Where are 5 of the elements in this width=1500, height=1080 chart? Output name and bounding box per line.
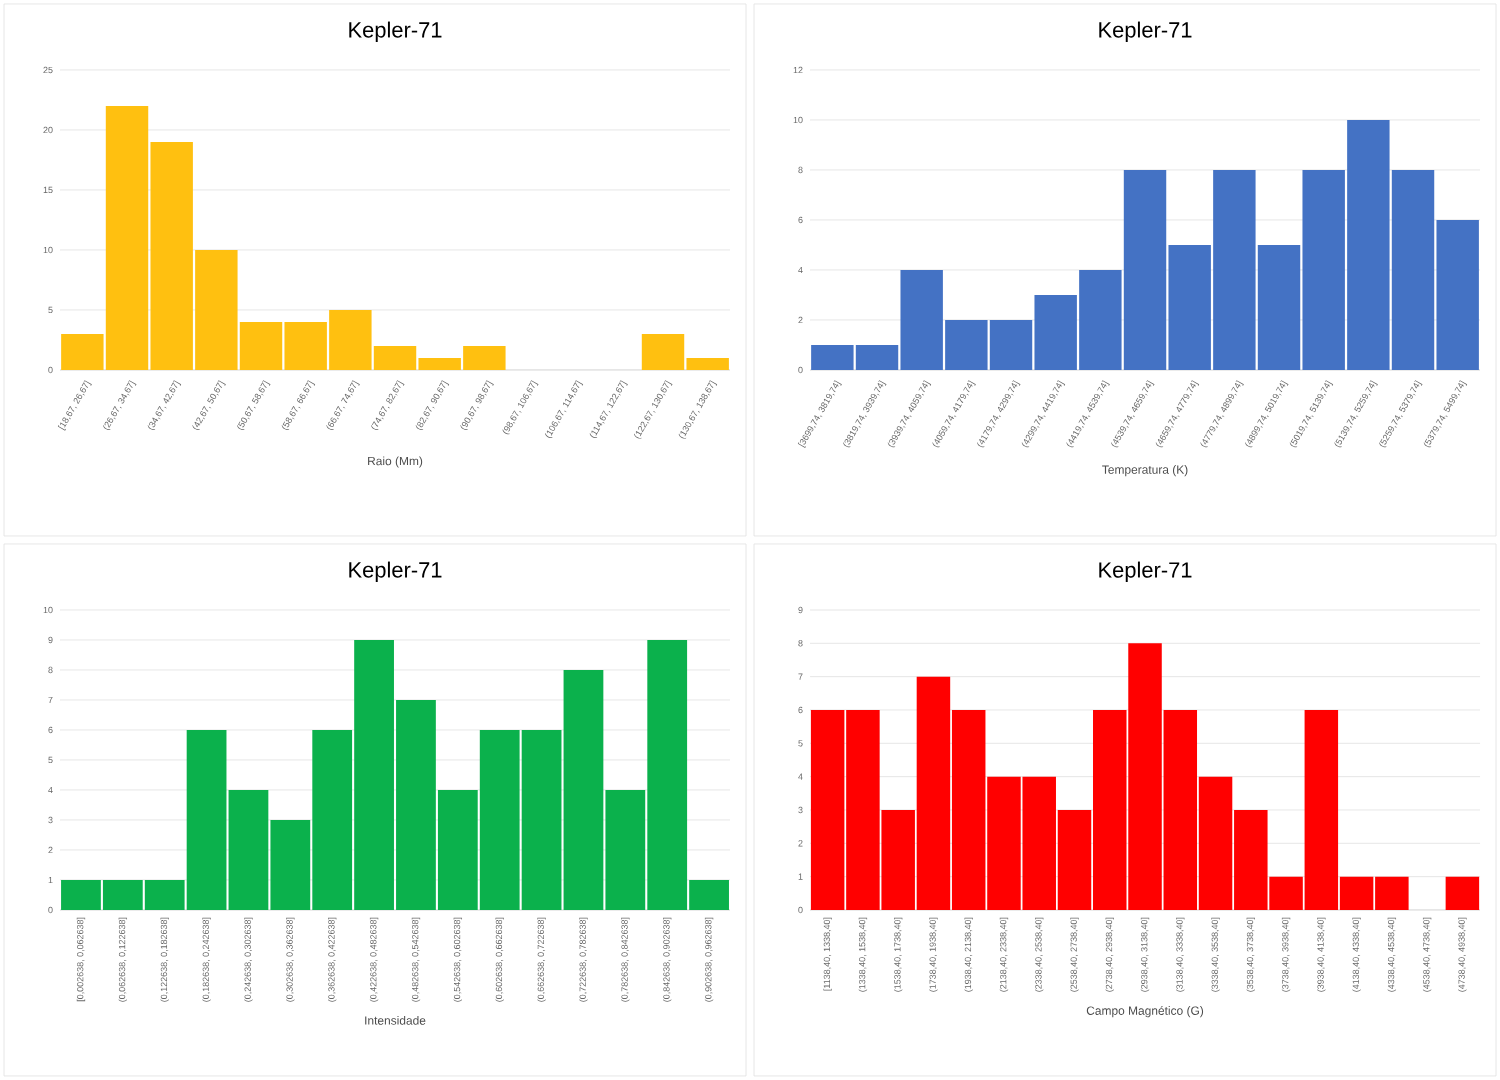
- chart-title: Kepler-71: [1099, 21, 1192, 42]
- bar: [1445, 876, 1480, 910]
- chart-title: Kepler-71: [349, 561, 442, 582]
- chart-title: Kepler-71: [349, 21, 442, 42]
- chart-title: Kepler-71: [1099, 561, 1192, 582]
